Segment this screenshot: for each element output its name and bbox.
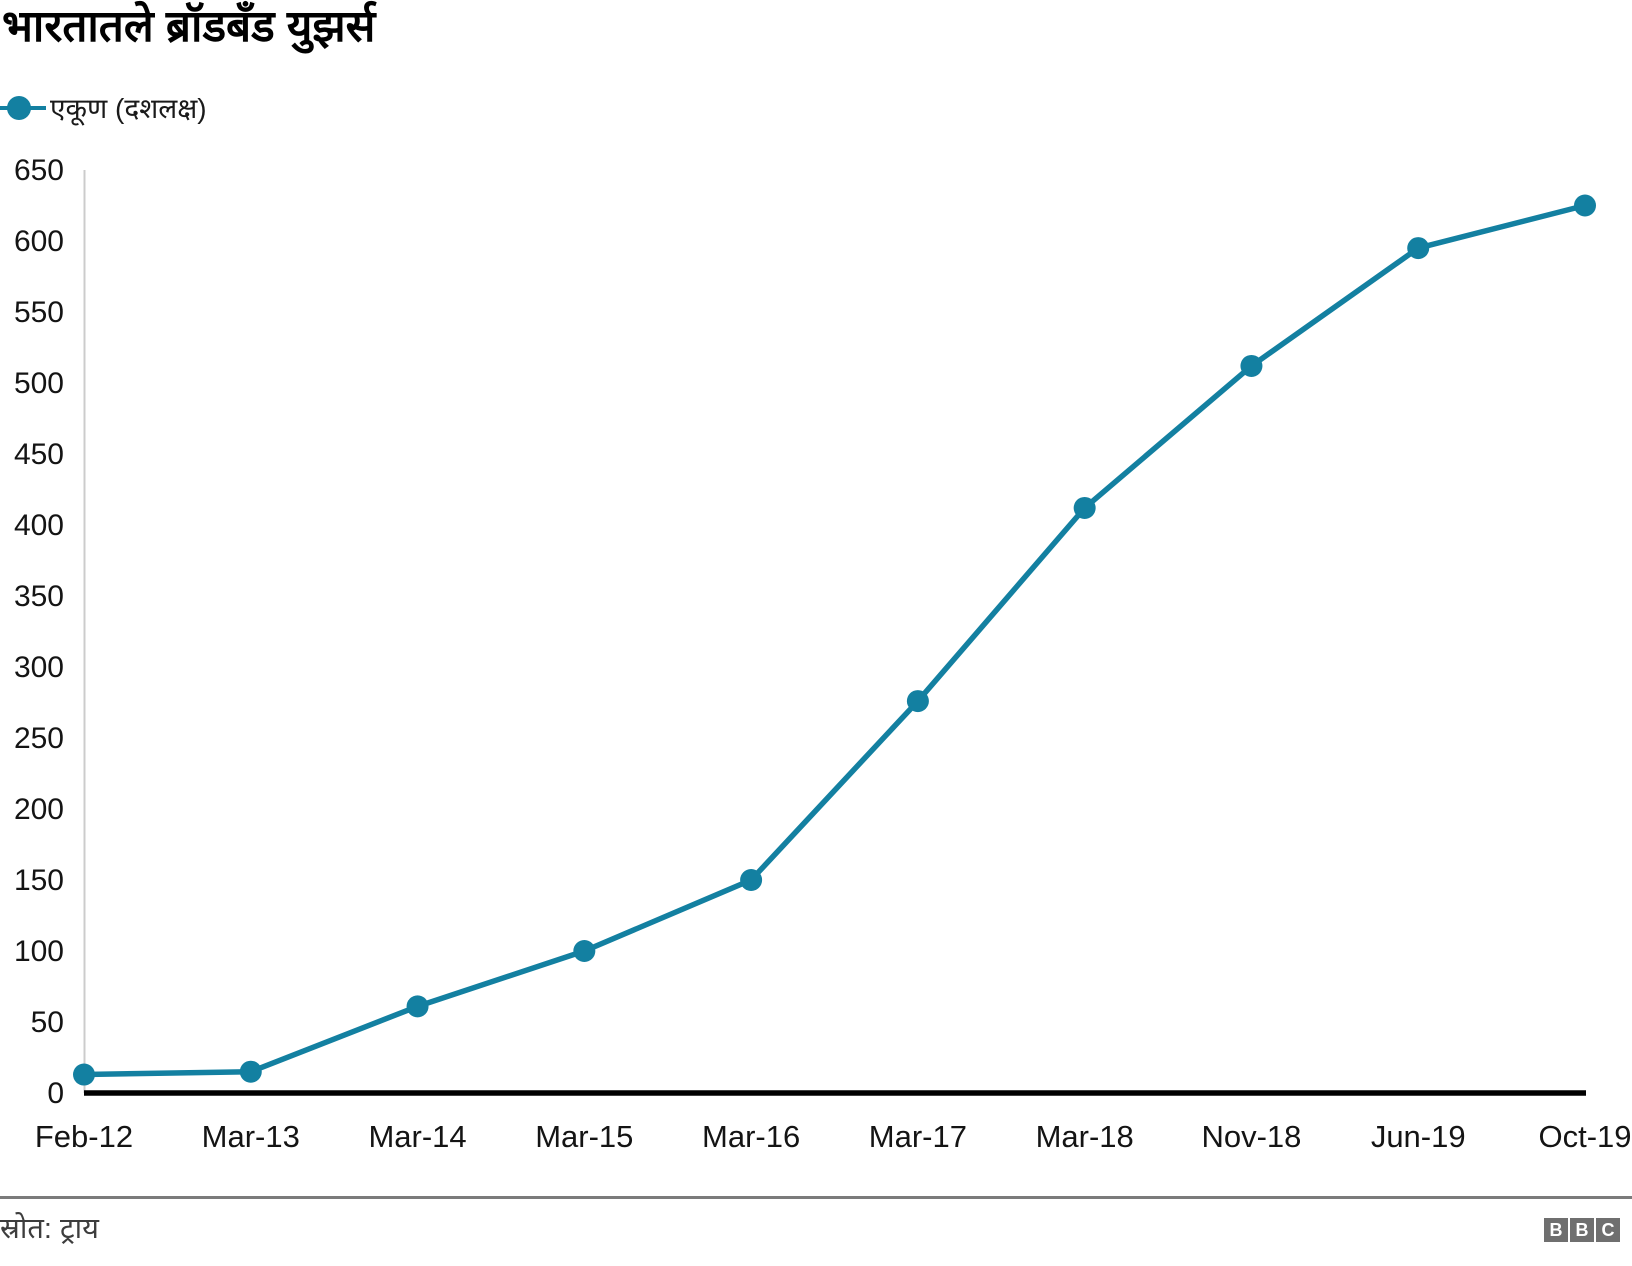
data-point [1407,237,1430,260]
y-tick-label: 450 [14,438,64,471]
data-point [73,1063,95,1086]
y-tick-label: 550 [14,296,64,329]
x-tick-label: Mar-17 [869,1119,967,1154]
x-tick-label: Nov-18 [1201,1119,1301,1154]
legend: एकूण (दशलक्ष) [0,90,207,126]
y-tick-label: 200 [14,793,64,826]
data-point [740,869,763,891]
footer-divider [0,1196,1632,1199]
y-tick-label: 300 [14,651,64,684]
y-tick-label: 500 [14,367,64,400]
data-point [906,690,929,713]
x-tick-label: Oct-19 [1538,1119,1631,1154]
source-label: स्रोत: ट्राय [0,1213,99,1245]
legend-line-dot-icon [0,96,46,120]
y-tick-label: 250 [14,722,64,755]
data-point [1240,354,1263,377]
chart-title: भारतातले ब्रॉडबँड युझर्स [2,2,376,51]
bbc-logo: B B C [1544,1218,1620,1242]
data-point [1073,496,1096,519]
x-tick-label: Mar-15 [535,1119,633,1154]
y-tick-label: 600 [14,225,64,258]
legend-label: एकूण (दशलक्ष) [50,93,207,124]
data-point [406,995,429,1018]
x-tick-label: Jun-19 [1371,1119,1466,1154]
y-tick-label: 50 [31,1006,64,1039]
data-point [573,940,596,962]
x-tick-label: Mar-16 [702,1119,800,1154]
x-tick-label: Mar-14 [368,1119,466,1154]
x-tick-label: Feb-12 [35,1119,133,1154]
y-tick-label: 650 [14,154,64,187]
y-tick-label: 0 [47,1077,64,1110]
data-point [239,1060,262,1083]
bbc-logo-letter: B [1544,1218,1568,1242]
y-tick-label: 100 [14,935,64,968]
y-tick-label: 150 [14,864,64,897]
bbc-logo-letter: C [1596,1218,1620,1242]
bbc-logo-letter: B [1570,1218,1594,1242]
y-tick-label: 400 [14,509,64,542]
y-tick-label: 350 [14,580,64,613]
series-line [81,202,1588,1078]
line-chart: 0 50 100 150 200 250 300 350 400 450 500 550 600 650 F… [14,154,1632,1154]
data-point [1574,194,1596,217]
x-tick-label: Mar-13 [202,1119,300,1154]
legend-dot [7,96,31,120]
x-tick-label: Mar-18 [1036,1119,1134,1154]
